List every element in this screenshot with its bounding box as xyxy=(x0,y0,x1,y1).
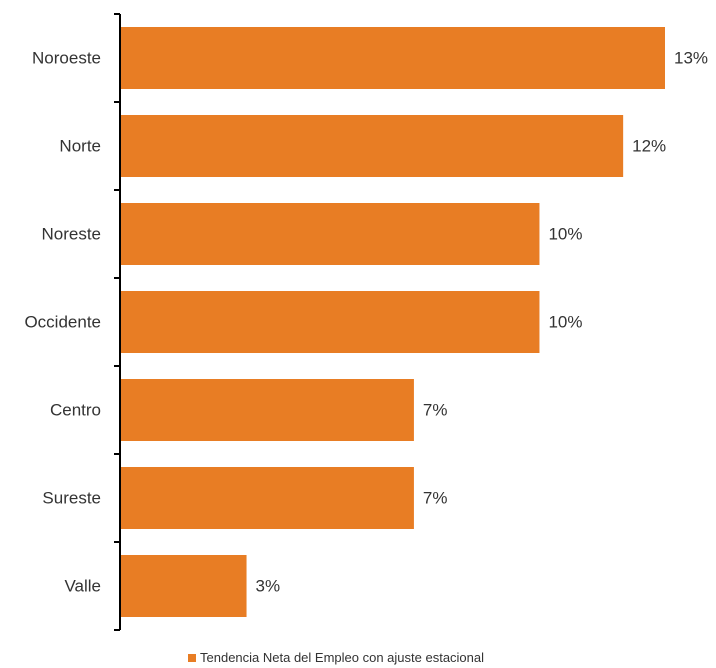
category-label: Sureste xyxy=(42,489,101,508)
bar-norte xyxy=(121,115,624,177)
bar-noroeste xyxy=(121,27,665,89)
bar-occidente xyxy=(121,291,540,353)
bar-centro xyxy=(121,379,414,441)
legend-label: Tendencia Neta del Empleo con ajuste est… xyxy=(200,650,485,665)
bars xyxy=(121,27,665,617)
category-label: Noreste xyxy=(41,225,101,244)
category-label: Noroeste xyxy=(32,49,101,68)
bar-sureste xyxy=(121,467,414,529)
value-label: 12% xyxy=(632,137,666,156)
value-label: 10% xyxy=(548,225,582,244)
y-axis-ticks xyxy=(114,13,120,631)
category-label: Occidente xyxy=(24,313,101,332)
value-labels: 13% 12% 10% 10% 7% 7% 3% xyxy=(256,49,708,596)
value-label: 7% xyxy=(423,401,448,420)
category-label: Valle xyxy=(64,577,101,596)
legend: Tendencia Neta del Empleo con ajuste est… xyxy=(188,650,484,665)
value-label: 10% xyxy=(548,313,582,332)
value-label: 3% xyxy=(256,577,281,596)
bar-noreste xyxy=(121,203,540,265)
category-labels: Noroeste Norte Noreste Occidente Centro Sures… xyxy=(24,49,101,596)
legend-swatch xyxy=(188,653,196,662)
category-label: Centro xyxy=(50,401,101,420)
value-label: 7% xyxy=(423,489,448,508)
bar-valle xyxy=(121,555,247,617)
category-label: Norte xyxy=(59,137,101,156)
value-label: 13% xyxy=(674,49,708,68)
